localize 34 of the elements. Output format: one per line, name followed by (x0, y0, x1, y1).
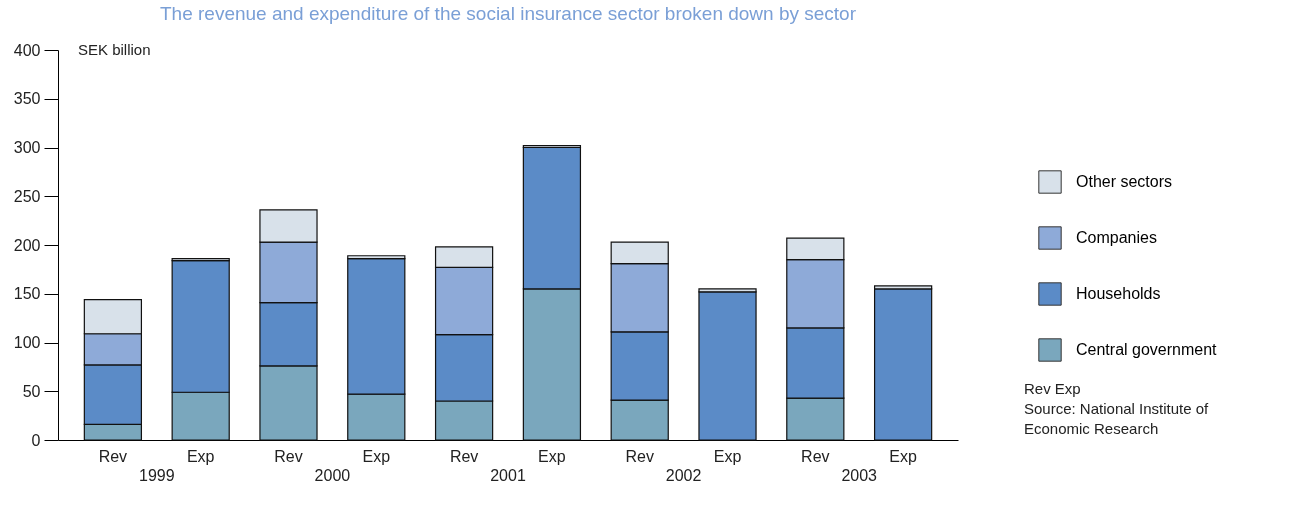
x-tick-label: Rev (625, 447, 654, 465)
legend-label: Central government (1076, 341, 1218, 358)
legend-label: Companies (1076, 229, 1157, 246)
legend-label: Other sectors (1076, 173, 1173, 190)
source-note: Source: National Institute of Economic Research (1024, 400, 1210, 437)
y-tick-label: 300 (13, 139, 41, 156)
x-tick-label: Exp (889, 447, 917, 465)
y-tick-label: 250 (13, 187, 41, 205)
y-tick-label: 150 (13, 285, 41, 303)
chart-title: The revenue and expenditure of the social insurance sector broken down by sector (159, 3, 857, 24)
text: 2001 (490, 467, 526, 484)
legend-label: Households (1076, 285, 1161, 302)
x-tick-label: Rev (449, 447, 479, 465)
bar (873, 288, 933, 441)
y-tick-label: 50 (22, 382, 41, 400)
text: 2003 (841, 467, 878, 484)
text: 2000 (314, 467, 351, 484)
text: Rev Exp (1024, 380, 1081, 397)
x-tick-label: Exp (713, 447, 742, 465)
bar (698, 291, 757, 441)
y-tick-label: 350 (13, 90, 41, 108)
y-tick-label: 100 (13, 334, 41, 351)
x-tick-label: Rev (98, 447, 128, 465)
x-tick-label: Rev (801, 447, 830, 465)
x-tick-label: Exp (362, 447, 391, 465)
y-tick-label: 400 (13, 41, 41, 59)
y-tick-label: 0 (31, 431, 41, 449)
x-tick-label: Rev (274, 447, 303, 465)
text: 1999 (138, 467, 175, 484)
x-tick-label: Exp (186, 447, 215, 465)
y-axis-title: SEK billion (78, 41, 151, 58)
text: 2002 (665, 467, 702, 484)
y-tick-label: 200 (13, 236, 41, 254)
x-tick-label: Exp (538, 447, 566, 465)
